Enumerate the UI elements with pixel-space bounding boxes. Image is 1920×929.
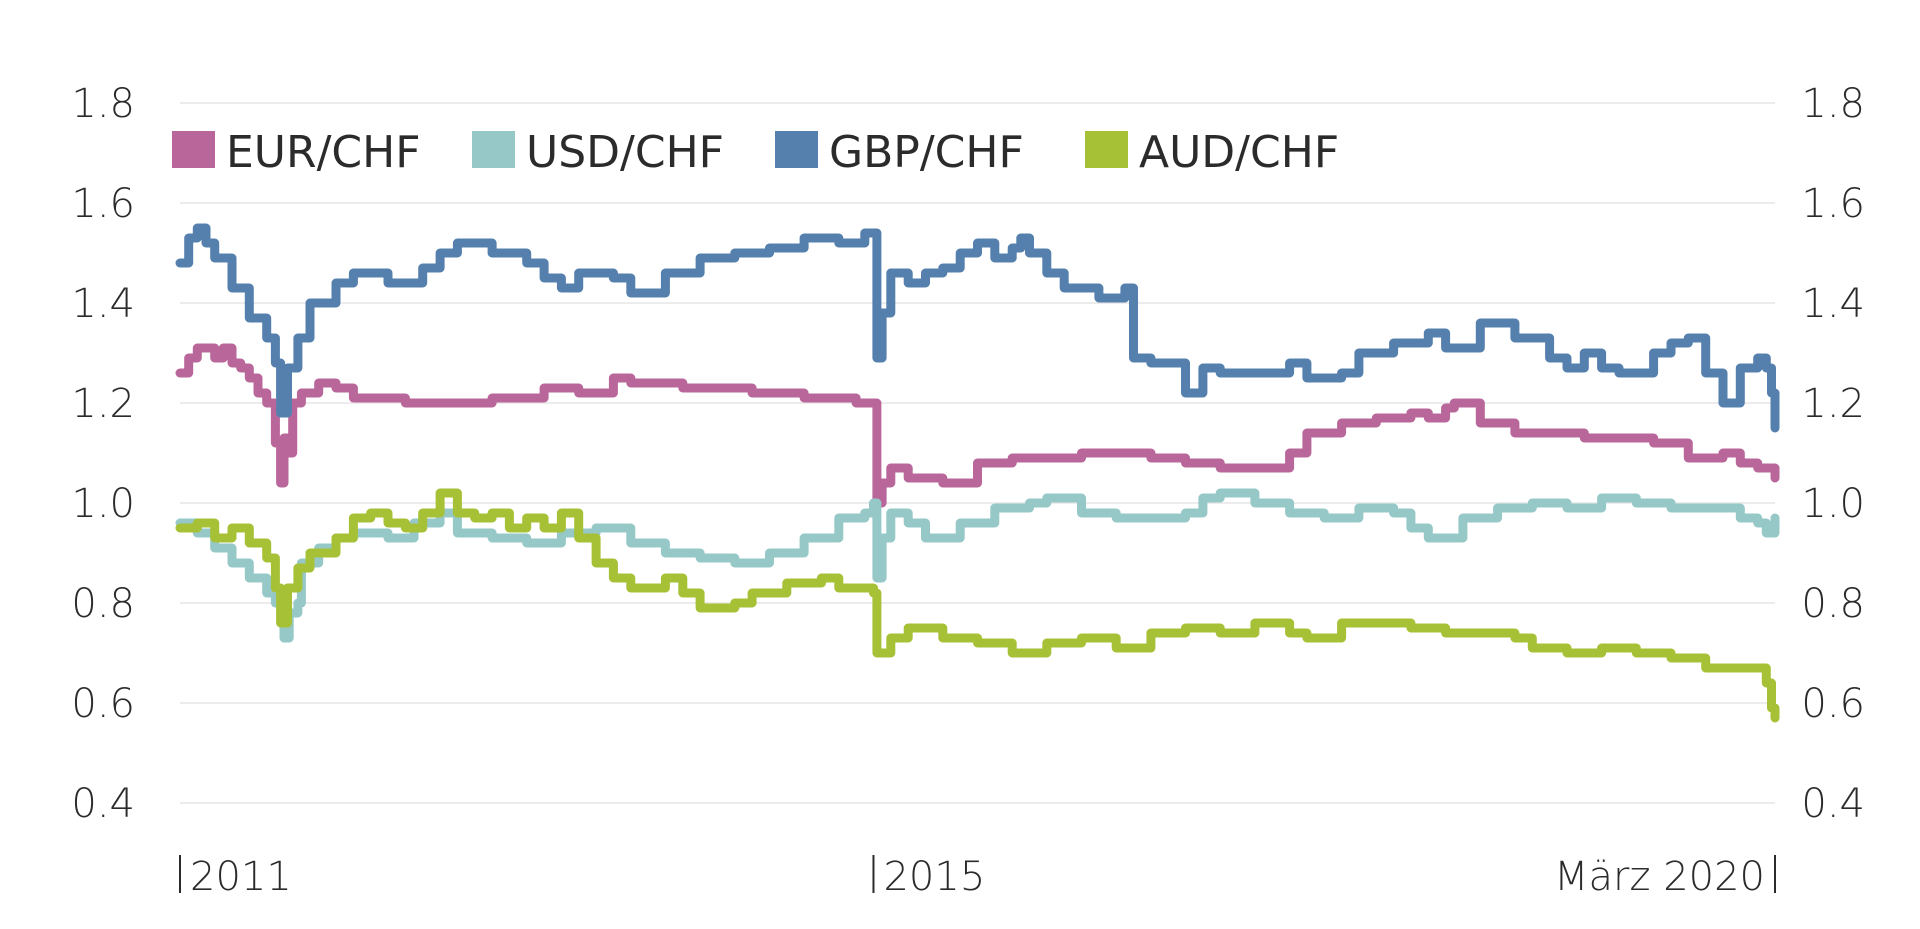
y-tick-label-right: 0.4 — [1801, 781, 1865, 827]
y-tick-label-left: 0.6 — [71, 681, 135, 727]
y-tick-label-left: 1.6 — [71, 181, 135, 227]
legend-swatch — [172, 131, 215, 168]
x-axis: 2011 2015 März 2020 — [179, 854, 1776, 900]
legend-label: GBP/CHF — [829, 127, 1024, 178]
y-tick-label-left: 0.4 — [71, 781, 135, 827]
y-tick-label-right: 0.6 — [1801, 681, 1865, 727]
y-tick-label-left: 1.4 — [71, 281, 135, 327]
legend-label: EUR/CHF — [226, 127, 421, 178]
y-tick-label-right: 1.0 — [1801, 481, 1865, 527]
grid-lines — [180, 102, 1775, 804]
y-tick-label-right: 1.4 — [1801, 281, 1865, 327]
x-tick-label: März 2020 — [1554, 854, 1765, 900]
series-line-usd-chf — [175, 488, 1780, 643]
y-tick-label-right: 1.8 — [1801, 81, 1865, 127]
legend-label: AUD/CHF — [1139, 127, 1339, 178]
y-tick-label-right: 1.2 — [1801, 381, 1865, 427]
series-line-gbp-chf — [175, 223, 1780, 433]
x-tick-label: 2011 — [190, 854, 292, 900]
legend-swatch — [775, 131, 818, 168]
y-axis-right: 0.4 0.6 0.8 1.0 1.2 1.4 1.6 1.8 — [1801, 81, 1865, 827]
y-tick-label-left: 1.2 — [71, 381, 135, 427]
series-line-eur-chf — [175, 343, 1780, 508]
y-tick-label-right: 1.6 — [1801, 181, 1865, 227]
y-tick-label-right: 0.8 — [1801, 581, 1865, 627]
series-line-aud-chf — [175, 488, 1780, 723]
y-tick-label-left: 1.0 — [71, 481, 135, 527]
legend-swatch — [1085, 131, 1128, 168]
series-lines — [175, 223, 1780, 723]
legend-label: USD/CHF — [526, 127, 724, 178]
y-tick-label-left: 0.8 — [71, 581, 135, 627]
x-tick-label: 2015 — [883, 854, 985, 900]
y-axis-left: 0.4 0.6 0.8 1.0 1.2 1.4 1.6 1.8 — [71, 81, 135, 827]
legend-swatch — [472, 131, 515, 168]
y-tick-label-left: 1.8 — [71, 81, 135, 127]
legend: EUR/CHF USD/CHF GBP/CHF AUD/CHF — [172, 127, 1339, 178]
